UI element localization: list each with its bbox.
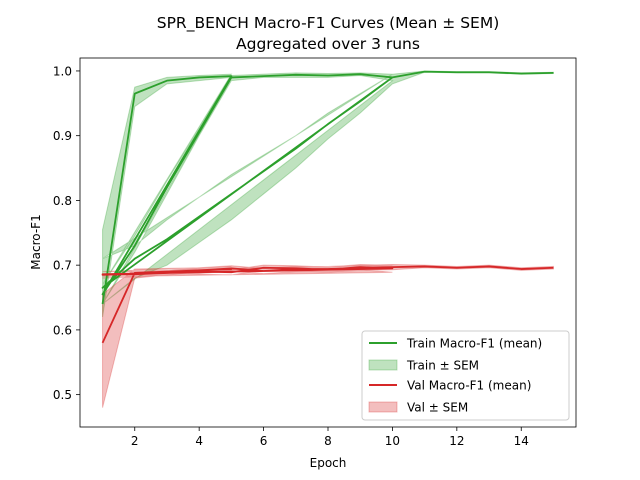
chart-subtitle: Aggregated over 3 runs <box>236 35 420 53</box>
x-tick-label: 2 <box>131 434 139 448</box>
y-axis-label: Macro-F1 <box>29 214 43 269</box>
legend: Train Macro-F1 (mean) Train ± SEM Val Ma… <box>361 330 570 421</box>
legend-train-mean-label: Train Macro-F1 (mean) <box>406 337 542 351</box>
legend-val-mean-label: Val Macro-F1 (mean) <box>407 379 531 393</box>
legend-train-sem-swatch <box>368 359 398 371</box>
y-tick-label: 1.0 <box>53 64 72 78</box>
train-mean-line <box>101 70 554 305</box>
chart-title: SPR_BENCH Macro-F1 Curves (Mean ± SEM) <box>157 14 500 33</box>
x-tick-label: 6 <box>260 434 268 448</box>
y-tick-label: 0.9 <box>53 129 72 143</box>
y-tick-label: 0.8 <box>53 194 72 208</box>
legend-train-sem-label: Train ± SEM <box>406 359 479 373</box>
x-tick-label: 10 <box>385 434 400 448</box>
plot-frame <box>79 57 577 428</box>
axes: 2 4 6 8 10 12 14 0.5 0.6 0.7 0.8 0.9 1.0 <box>53 64 529 448</box>
y-tick-label: 0.5 <box>53 388 72 402</box>
x-tick-label: 14 <box>514 434 529 448</box>
legend-val-sem-label: Val ± SEM <box>407 401 468 415</box>
y-tick-label: 0.7 <box>53 259 72 273</box>
legend-val-sem-swatch <box>368 401 398 413</box>
mean-lines <box>101 70 554 344</box>
x-tick-label: 8 <box>324 434 332 448</box>
legend-box <box>361 330 570 421</box>
x-tick-label: 4 <box>195 434 203 448</box>
val-mean-line <box>101 265 554 344</box>
val-sem-band <box>102 264 554 408</box>
x-axis-label: Epoch <box>310 456 347 470</box>
y-tick-label: 0.6 <box>53 323 72 337</box>
x-tick-label: 12 <box>449 434 464 448</box>
